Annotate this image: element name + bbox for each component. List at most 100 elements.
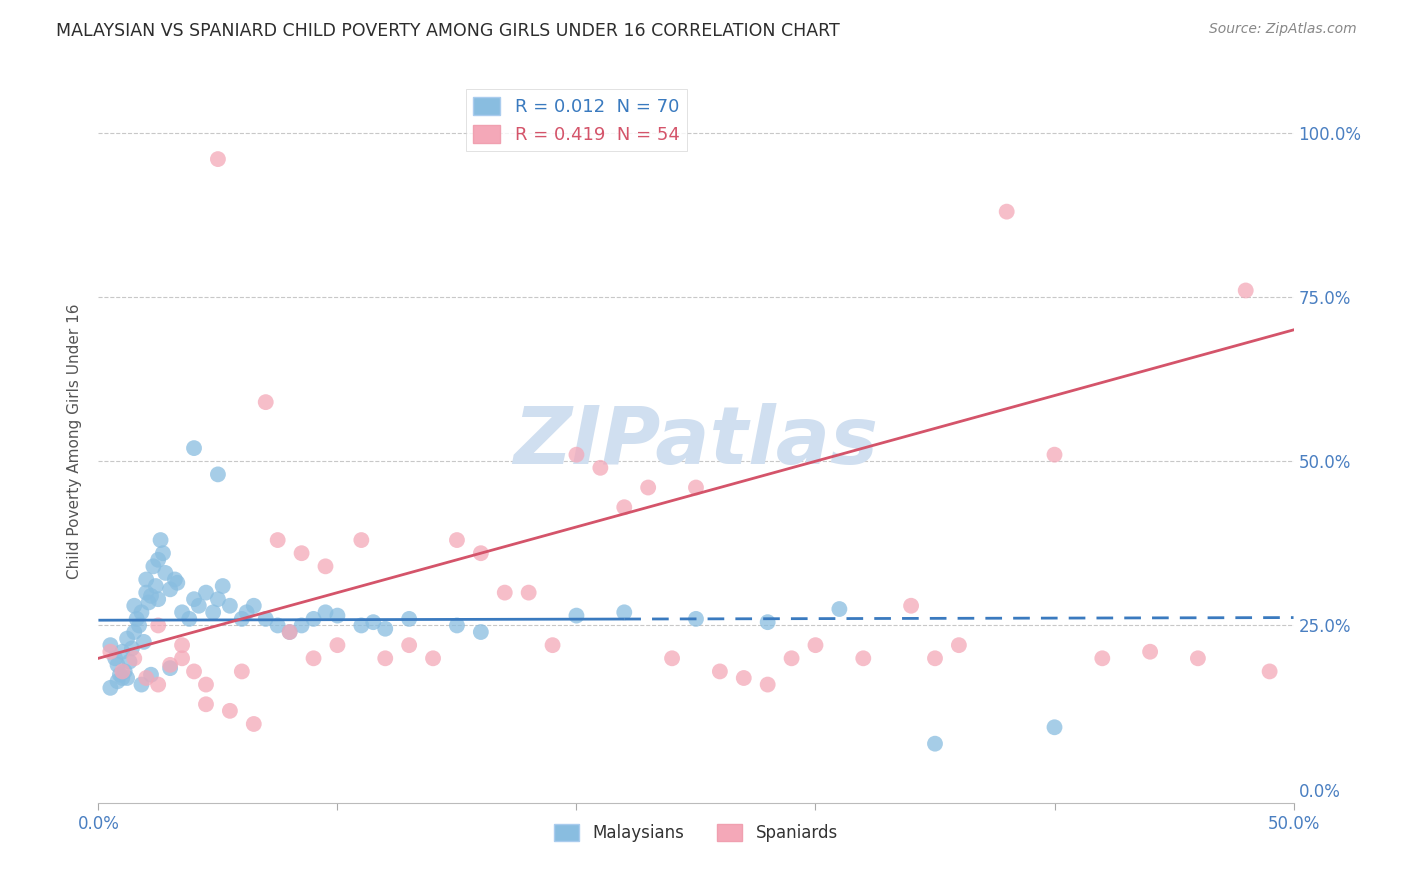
Point: [155, 566, 177, 580]
Point: [1043, 448, 1066, 462]
Point: [139, 667, 162, 681]
Point: [565, 448, 588, 462]
Point: [494, 585, 516, 599]
Point: [159, 657, 181, 672]
Point: [211, 579, 233, 593]
Point: [135, 585, 157, 599]
Point: [148, 618, 170, 632]
Point: [828, 602, 851, 616]
Point: [661, 651, 683, 665]
Point: [207, 152, 229, 166]
Point: [98, 681, 122, 695]
Point: [350, 533, 373, 547]
Point: [685, 481, 707, 495]
Point: [219, 704, 242, 718]
Point: [235, 605, 257, 619]
Point: [124, 599, 146, 613]
Point: [148, 553, 170, 567]
Point: [107, 674, 129, 689]
Point: [131, 677, 153, 691]
Point: [302, 651, 325, 665]
Point: [852, 651, 875, 665]
Point: [148, 592, 170, 607]
Point: [363, 615, 385, 630]
Point: [291, 546, 314, 560]
Point: [195, 698, 218, 712]
Point: [148, 677, 170, 691]
Point: [470, 625, 492, 640]
Point: [254, 395, 277, 409]
Point: [231, 665, 253, 679]
Point: [107, 657, 129, 672]
Point: [446, 533, 468, 547]
Point: [172, 651, 194, 665]
Point: [1234, 284, 1257, 298]
Point: [125, 612, 148, 626]
Point: [149, 533, 172, 547]
Point: [565, 608, 588, 623]
Point: [948, 638, 970, 652]
Point: [132, 635, 155, 649]
Point: [207, 592, 229, 607]
Point: [613, 500, 636, 515]
Point: [183, 592, 205, 607]
Point: [733, 671, 755, 685]
Point: [374, 622, 396, 636]
Point: [517, 585, 540, 599]
Point: [115, 632, 138, 646]
Point: [374, 651, 396, 665]
Point: [326, 638, 349, 652]
Point: [195, 677, 218, 691]
Point: [138, 595, 160, 609]
Point: [398, 638, 420, 652]
Point: [302, 612, 325, 626]
Point: [398, 612, 420, 626]
Point: [804, 638, 827, 652]
Point: [183, 665, 205, 679]
Point: [541, 638, 564, 652]
Point: [121, 641, 143, 656]
Point: [124, 625, 146, 640]
Point: [159, 661, 181, 675]
Point: [183, 441, 205, 455]
Point: [172, 638, 194, 652]
Point: [589, 460, 612, 475]
Point: [350, 618, 373, 632]
Point: [145, 579, 167, 593]
Point: [637, 481, 659, 495]
Point: [114, 665, 136, 679]
Point: [924, 737, 946, 751]
Point: [613, 605, 636, 619]
Point: [179, 612, 201, 626]
Point: [195, 585, 218, 599]
Point: [135, 573, 157, 587]
Point: [163, 573, 186, 587]
Point: [315, 559, 337, 574]
Y-axis label: Child Poverty Among Girls Under 16: Child Poverty Among Girls Under 16: [67, 304, 83, 579]
Point: [756, 615, 779, 630]
Point: [142, 559, 165, 574]
Point: [152, 546, 174, 560]
Point: [118, 655, 141, 669]
Point: [159, 582, 181, 597]
Point: [1139, 645, 1161, 659]
Text: ZIPatlas: ZIPatlas: [513, 402, 879, 481]
Point: [470, 546, 492, 560]
Point: [1187, 651, 1209, 665]
Point: [756, 677, 779, 691]
Point: [422, 651, 444, 665]
Point: [1091, 651, 1114, 665]
Point: [166, 575, 188, 590]
Point: [115, 671, 138, 685]
Point: [172, 605, 194, 619]
Point: [124, 651, 146, 665]
Point: [924, 651, 946, 665]
Point: [900, 599, 922, 613]
Point: [111, 645, 134, 659]
Point: [254, 612, 277, 626]
Point: [326, 608, 349, 623]
Point: [98, 638, 122, 652]
Point: [291, 618, 314, 632]
Point: [685, 612, 707, 626]
Point: [139, 589, 162, 603]
